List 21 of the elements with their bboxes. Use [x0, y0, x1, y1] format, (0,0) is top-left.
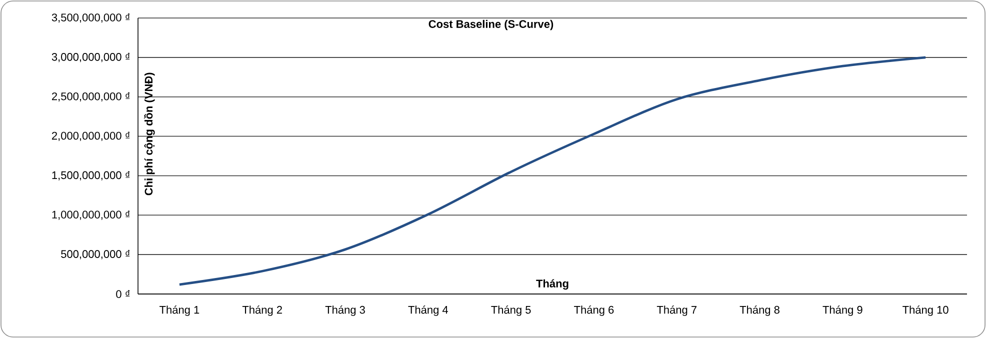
x-tick-label: Tháng 9: [822, 306, 862, 316]
y-tick-label: 3,000,000,000 ₫: [52, 52, 130, 62]
x-tick-label: Tháng 5: [491, 306, 531, 316]
y-tick-label: 1,500,000,000 ₫: [52, 171, 130, 180]
chart-title: Cost Baseline (S-Curve): [428, 20, 554, 30]
x-tick-label: Tháng 4: [408, 306, 448, 316]
y-axis-title: Chi phí cộng dồn (VNĐ): [144, 72, 155, 196]
x-tick-label: Tháng 10: [902, 306, 948, 316]
x-tick-label: Tháng 1: [160, 306, 200, 316]
y-tick-label: 2,500,000,000 ₫: [52, 92, 130, 102]
x-tick-label: Tháng 8: [740, 306, 780, 316]
x-tick-label: Tháng 3: [325, 306, 365, 316]
y-tick-label: 3,500,000,000 ₫: [52, 13, 130, 23]
y-tick-label: 500,000,000 ₫: [61, 250, 130, 260]
y-tick-label: 1,000,000,000 ₫: [52, 210, 130, 220]
x-tick-label: Tháng 2: [242, 306, 282, 316]
x-tick-label: Tháng 6: [574, 306, 614, 316]
x-tick-label: Tháng 7: [656, 306, 696, 316]
y-tick-label: 2,000,000,000 ₫: [52, 132, 130, 141]
x-axis-title: Tháng: [536, 279, 568, 290]
y-tick-label: 0 ₫: [116, 290, 130, 298]
